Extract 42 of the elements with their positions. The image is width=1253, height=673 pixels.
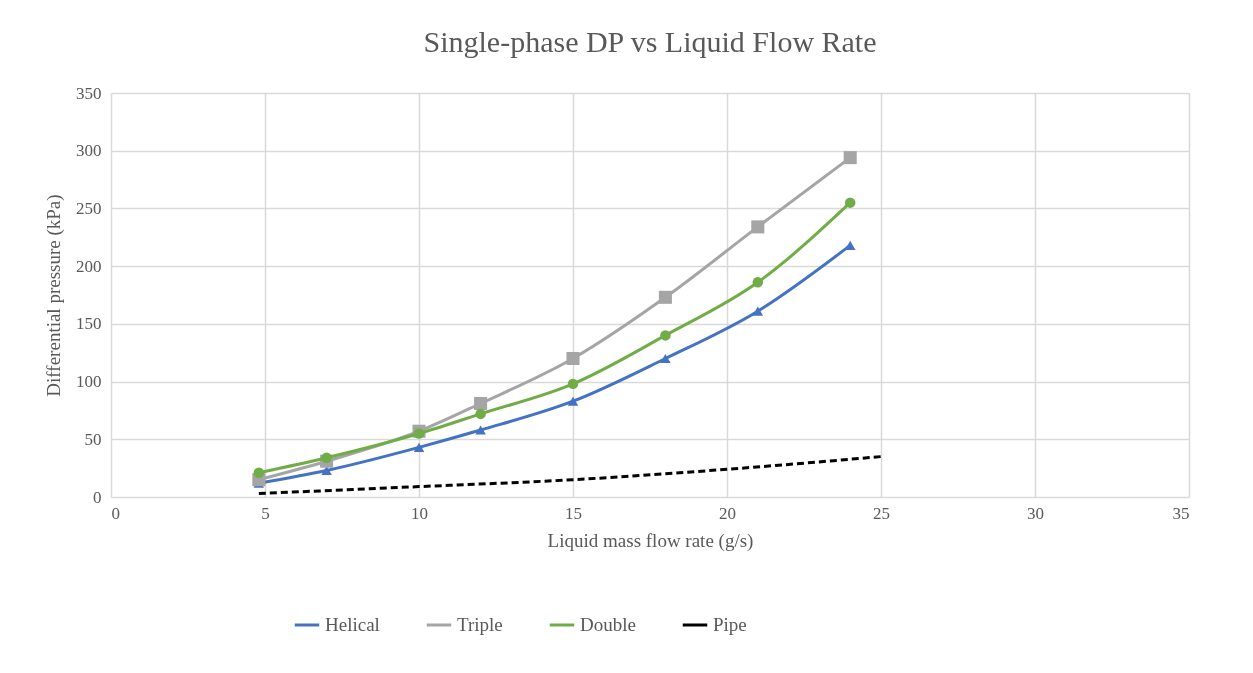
point bbox=[660, 353, 671, 364]
y-tick-label: 150 bbox=[76, 314, 102, 334]
point bbox=[567, 378, 579, 390]
legend-label: Triple bbox=[457, 614, 503, 635]
x-tick-label: 35 bbox=[1172, 503, 1190, 523]
point bbox=[253, 467, 265, 478]
point bbox=[660, 330, 671, 341]
point bbox=[752, 277, 764, 288]
line-series bbox=[257, 455, 883, 496]
y-axis-title: Differential pressure (kPa) bbox=[43, 194, 65, 397]
y-tick-label: 50 bbox=[84, 429, 102, 449]
legend-label: Pipe bbox=[713, 614, 747, 635]
legend-label: Helical bbox=[325, 614, 380, 635]
point bbox=[413, 442, 425, 452]
x-axis-title: Liquid mass flow rate (g/s) bbox=[547, 529, 754, 552]
x-tick-label: 0 bbox=[111, 503, 120, 523]
x-tick-label: 5 bbox=[261, 503, 270, 523]
point bbox=[321, 452, 332, 463]
x-tick-label: 10 bbox=[411, 503, 428, 523]
x-tick-label: 15 bbox=[565, 503, 582, 523]
y-tick-label: 350 bbox=[76, 83, 102, 103]
y-tick-label: 200 bbox=[76, 256, 102, 276]
x-tick-label: 20 bbox=[719, 503, 736, 523]
y-tick-label: 100 bbox=[76, 372, 102, 392]
point bbox=[843, 151, 857, 165]
point bbox=[475, 408, 486, 420]
point bbox=[752, 306, 764, 316]
point bbox=[844, 197, 856, 208]
chart-title: Single-phase DP vs Liquid Flow Rate bbox=[423, 25, 877, 58]
point bbox=[413, 428, 425, 439]
y-tick-label: 0 bbox=[93, 487, 102, 507]
x-tick-label: 25 bbox=[873, 503, 890, 523]
legend-label: Double bbox=[580, 614, 636, 635]
point bbox=[751, 220, 765, 234]
point bbox=[475, 425, 486, 435]
point bbox=[658, 290, 672, 304]
point bbox=[474, 396, 488, 411]
x-tick-label: 30 bbox=[1027, 503, 1044, 523]
point bbox=[566, 351, 580, 365]
y-tick-label: 250 bbox=[76, 198, 102, 218]
y-tick-label: 300 bbox=[76, 141, 102, 161]
point bbox=[567, 396, 579, 406]
